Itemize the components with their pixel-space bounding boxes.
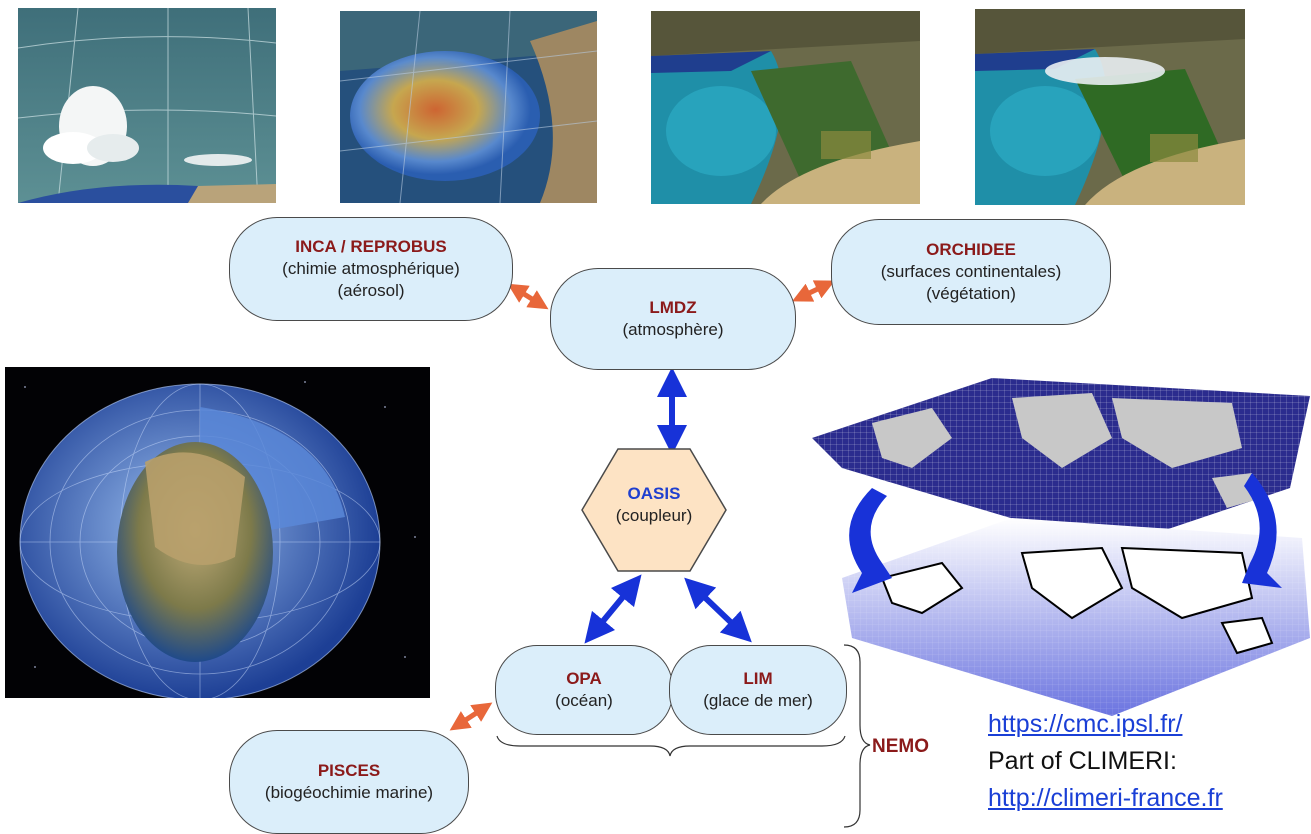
oasis-node: OASIS (coupleur) <box>580 483 728 527</box>
inca-line2: (aérosol) <box>337 281 405 300</box>
aerosol-image <box>340 11 597 203</box>
orchidee-node: ORCHIDEE (surfaces continentales) (végét… <box>831 219 1111 325</box>
cloud-atmosphere-image <box>18 8 276 203</box>
opa-node: OPA (océan) <box>495 645 673 735</box>
oasis-lim-arrow <box>684 577 752 643</box>
opa-line1: (océan) <box>555 691 613 710</box>
pisces-title: PISCES <box>317 761 381 780</box>
lim-line1: (glace de mer) <box>703 691 813 710</box>
ocean-land-image <box>651 11 920 204</box>
pisces-line1: (biogéochimie marine) <box>264 783 434 802</box>
inca-line1: (chimie atmosphérique) <box>282 259 460 278</box>
orchidee-line2: (végétation) <box>926 284 1016 303</box>
links-block: https://cmc.ipsl.fr/ Part of CLIMERI: ht… <box>988 706 1223 817</box>
oasis-hexagon <box>581 448 727 572</box>
lmdz-title: LMDZ <box>649 298 697 317</box>
pisces-opa-arrow <box>449 702 493 731</box>
inca-reprobus-node: INCA / REPROBUS (chimie atmosphérique) (… <box>229 217 513 321</box>
orchidee-title: ORCHIDEE <box>926 240 1016 259</box>
lim-title: LIM <box>743 669 773 688</box>
nemo-bottom-brace <box>496 735 846 757</box>
lmdz-node: LMDZ (atmosphère) <box>550 268 796 370</box>
orchidee-lmdz-arrow <box>791 280 836 302</box>
oasis-line1: (coupleur) <box>615 506 693 525</box>
cmc-link[interactable]: https://cmc.ipsl.fr/ <box>988 710 1183 738</box>
opa-title: OPA <box>566 669 602 688</box>
inca-lmdz-arrow <box>507 283 549 310</box>
inca-title: INCA / REPROBUS <box>295 237 447 256</box>
gridded-globe-image <box>5 367 430 698</box>
part-of-text: Part of CLIMERI: <box>988 747 1177 775</box>
oasis-opa-arrow <box>584 574 642 644</box>
pisces-node: PISCES (biogéochimie marine) <box>229 730 469 834</box>
lmdz-line1: (atmosphère) <box>622 320 724 339</box>
lim-node: LIM (glace de mer) <box>669 645 847 735</box>
climeri-link[interactable]: http://climeri-france.fr <box>988 784 1223 812</box>
nemo-label: NEMO <box>872 736 929 757</box>
regridding-maps-image <box>812 378 1310 716</box>
oasis-title: OASIS <box>627 484 681 503</box>
orchidee-line1: (surfaces continentales) <box>880 262 1062 281</box>
ocean-land-cloud-image <box>975 9 1245 205</box>
